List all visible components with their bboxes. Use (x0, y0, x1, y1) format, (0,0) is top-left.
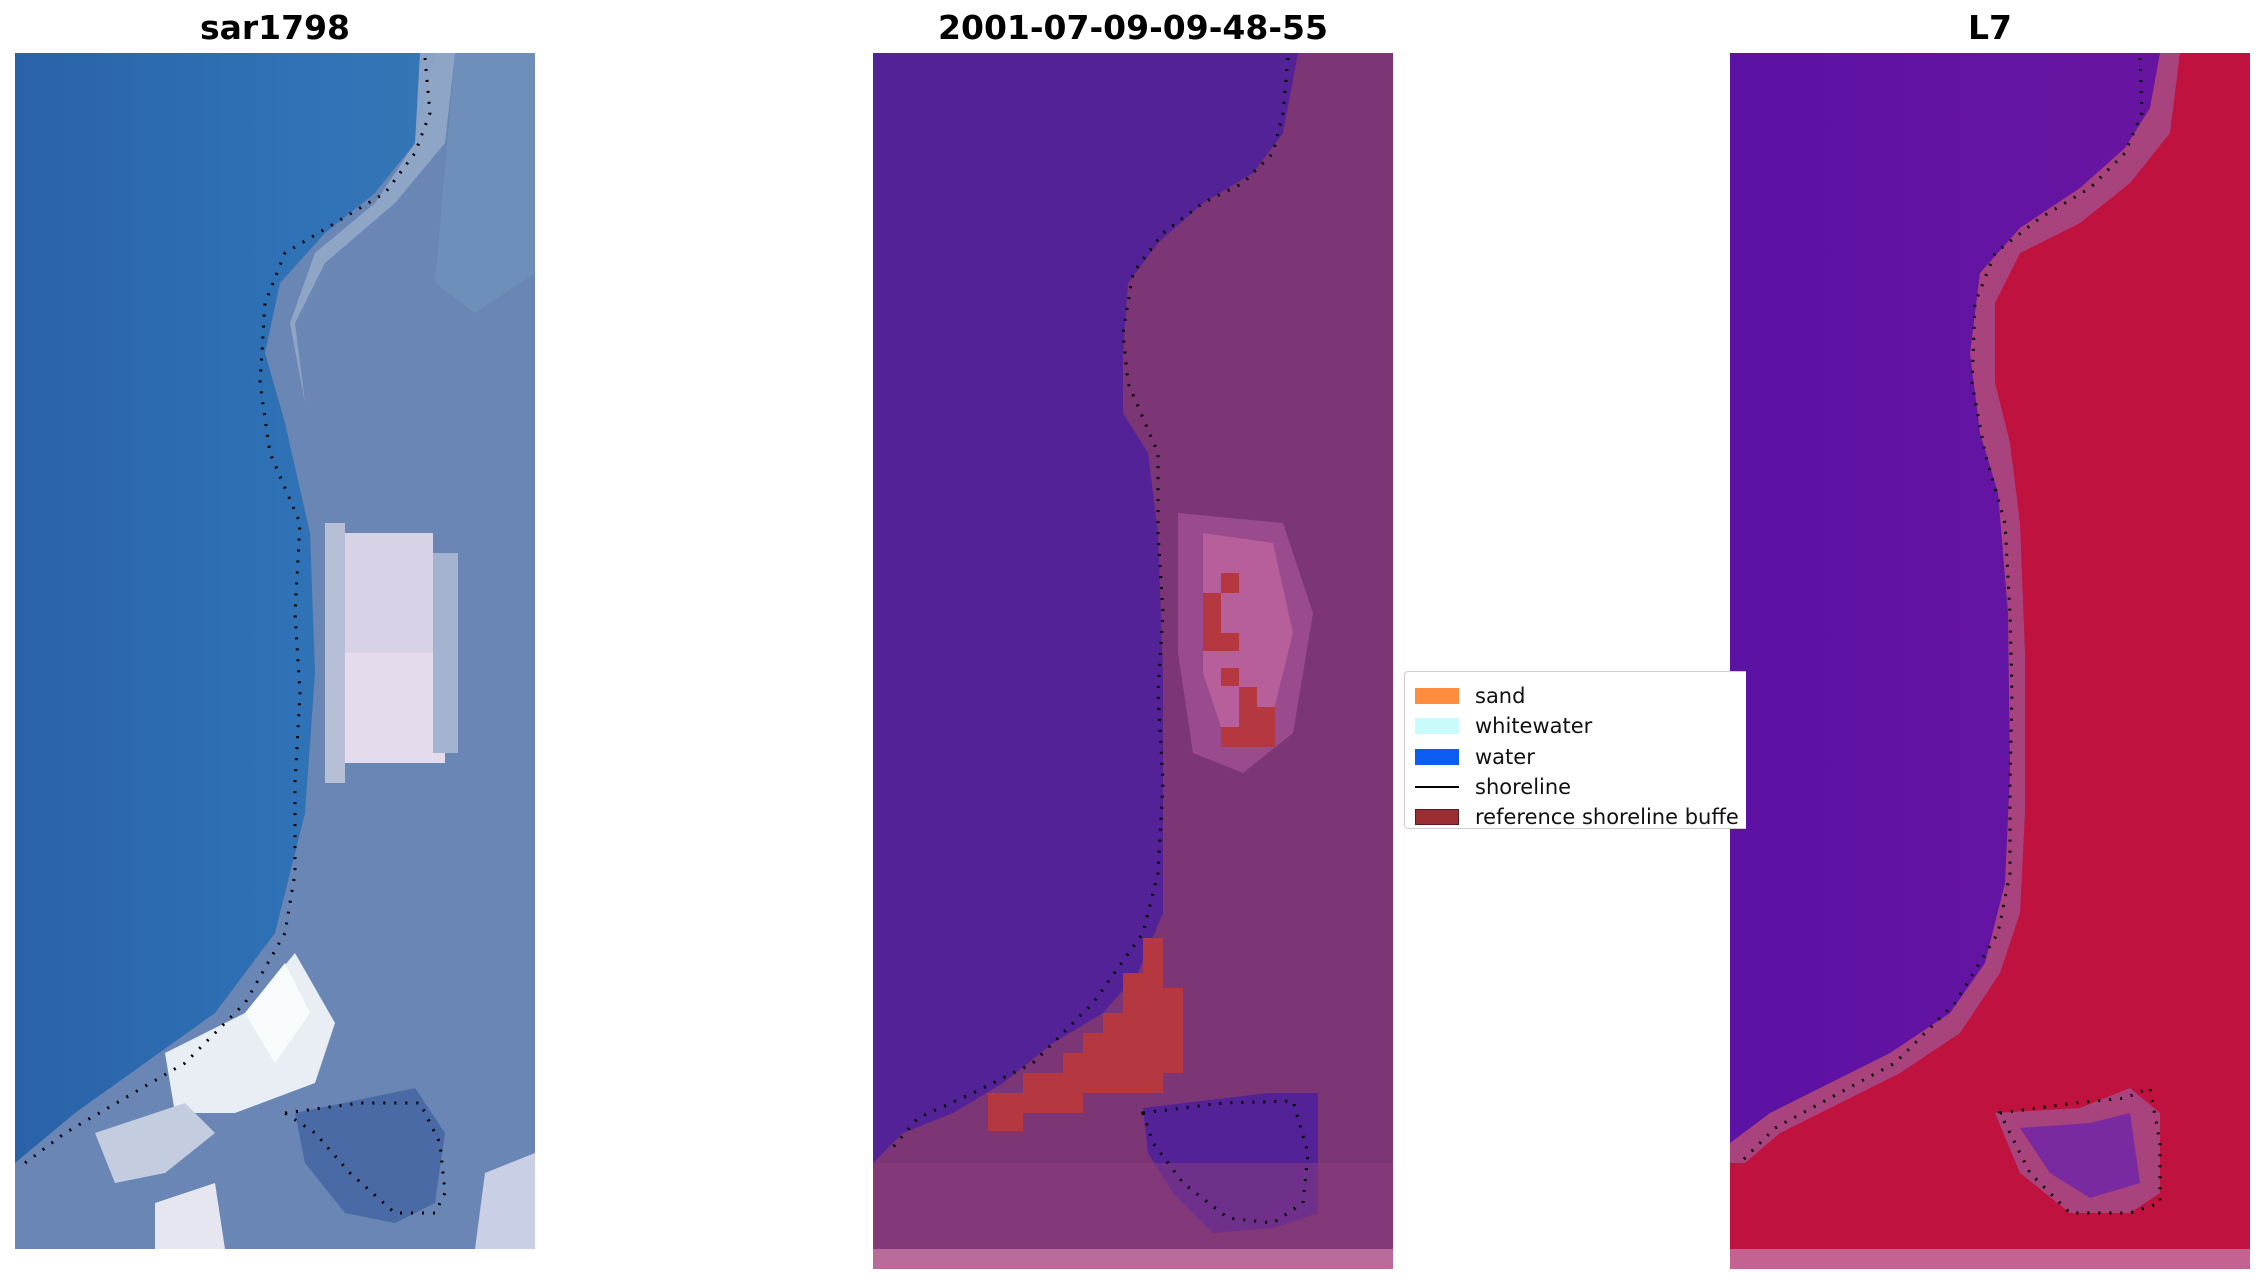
panel-title-classified: 2001-07-09-09-48-55 (938, 8, 1328, 47)
reference-buffer-swatch (1415, 809, 1459, 825)
legend: sand whitewater water shoreline referenc… (1404, 671, 1746, 829)
index-image-panel (1730, 53, 2250, 1269)
legend-label: sand (1475, 684, 1526, 708)
legend-item-sand: sand (1415, 681, 1525, 711)
legend-label: shoreline (1475, 775, 1572, 799)
rgb-image (15, 53, 535, 1249)
legend-item-water: water (1415, 742, 1535, 772)
shoreline-dots-index (1738, 57, 2162, 1215)
index-image (1730, 53, 2250, 1269)
classified-image (873, 53, 1393, 1269)
legend-label: whitewater (1475, 714, 1593, 738)
rgb-image-panel (15, 53, 535, 1249)
panel-title-index: L7 (1968, 8, 2012, 47)
whitewater-swatch (1415, 718, 1459, 734)
legend-item-reference-buffer: reference shoreline buffe (1415, 802, 1739, 829)
shoreline-line-swatch (1415, 786, 1459, 788)
water-swatch (1415, 749, 1459, 765)
panel-title-rgb: sar1798 (199, 8, 351, 47)
legend-item-shoreline: shoreline (1415, 772, 1571, 802)
legend-item-whitewater: whitewater (1415, 711, 1592, 741)
legend-label: water (1475, 745, 1535, 769)
sand-swatch (1415, 688, 1459, 704)
reference-buffer-patches (988, 573, 1275, 1131)
legend-label: reference shoreline buffe (1475, 805, 1739, 829)
shoreline-dots-classified (886, 57, 1310, 1225)
classified-image-panel (873, 53, 1393, 1269)
